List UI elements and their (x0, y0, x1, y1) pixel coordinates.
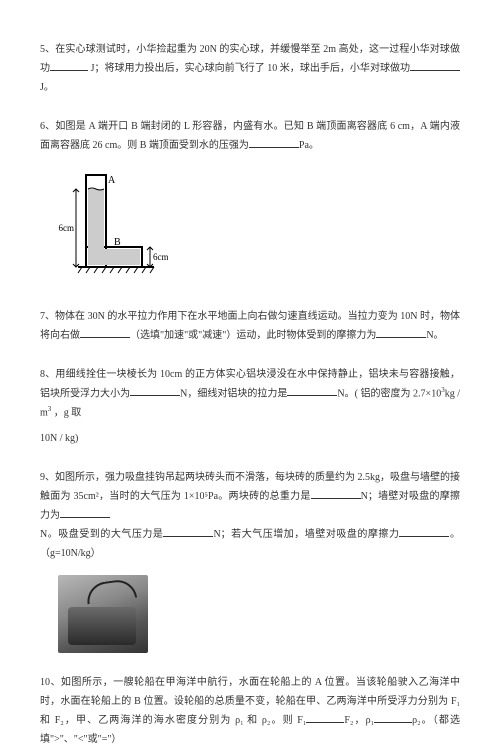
q9-text-c: N。吸盘受到的大气压力是 (40, 529, 163, 540)
question-9: 9、如图所示，强力吸盘挂钩吊起两块砖头而不滑落，每块砖的质量约为 2.5kg，吸… (40, 468, 460, 653)
q8-blank-1[interactable] (130, 384, 180, 396)
q7-num: 7、 (40, 311, 55, 322)
q5-unit-b: J。 (40, 82, 54, 93)
q10-text-b: F₂，ρ₁ (344, 715, 374, 726)
q5-blank-2[interactable] (410, 59, 460, 71)
q7-blank-2[interactable] (376, 326, 426, 338)
question-8: 8、用细线拴住一块棱长为 10cm 的正方体实心铝块浸没在水中保持静止，铝块未与… (40, 365, 460, 448)
dim-6cm: 6cm (153, 252, 168, 262)
q7-unit: N。 (426, 330, 443, 341)
q8-text-b: N，细线对铝块的拉力是 (180, 388, 287, 399)
q10-blank-2[interactable] (374, 711, 412, 723)
q9-blank-2[interactable] (60, 506, 110, 518)
q7-blank-1[interactable] (80, 326, 130, 338)
q10-num: 10、 (40, 677, 61, 688)
q9-blank-4[interactable] (399, 525, 449, 537)
q9-blank-1[interactable] (311, 487, 361, 499)
q9-photo (58, 575, 460, 653)
q9-text-d: N；若大气压增加，墙壁对吸盘的摩擦力 (213, 529, 399, 540)
q9-num: 9、 (40, 472, 55, 483)
q8-text-f: 10N / kg) (40, 429, 460, 448)
dim-26cm: 26cm (58, 223, 74, 233)
q5-num: 5、 (40, 44, 55, 55)
label-A: A (108, 175, 116, 186)
q8-text-e: ，g 取 (51, 408, 81, 419)
question-6: 6、如图是 A 端开口 B 端封闭的 L 形容器，内盛有水。已知 B 端顶面离容… (40, 117, 460, 287)
q5-text-b: J；将球用力投出后，实心球向前飞行了 10 米，球出手后，小华对球做功 (91, 63, 410, 74)
label-B: B (114, 237, 121, 248)
q6-unit: Pa。 (299, 140, 319, 151)
q5-blank-1[interactable] (50, 59, 88, 71)
question-5: 5、在实心球测试时，小华捡起重为 20N 的实心球，并缓慢举至 2m 高处，这一… (40, 40, 460, 97)
q8-blank-2[interactable] (287, 384, 337, 396)
q6-blank-1[interactable] (249, 136, 299, 148)
q8-num: 8、 (40, 369, 55, 380)
q9-blank-3[interactable] (163, 525, 213, 537)
suction-cup-brick-icon (58, 575, 148, 653)
question-7: 7、物体在 30N 的水平拉力作用下在水平地面上向右做匀速直线运动。当拉力变为 … (40, 307, 460, 345)
q6-diagram: A B 26cm 6cm (58, 167, 460, 287)
q7-text-b: （选填"加速"或"减速"）运动，此时物体受到的摩擦力为 (130, 330, 376, 341)
q10-blank-1[interactable] (306, 711, 344, 723)
q6-num: 6、 (40, 121, 55, 132)
question-10: 10、如图所示，一艘轮船在甲海洋中航行，水面在轮船上的 A 位置。当该轮船驶入乙… (40, 673, 460, 749)
q8-text-c: N。( 铝的密度为 2.7×10 (337, 388, 441, 399)
